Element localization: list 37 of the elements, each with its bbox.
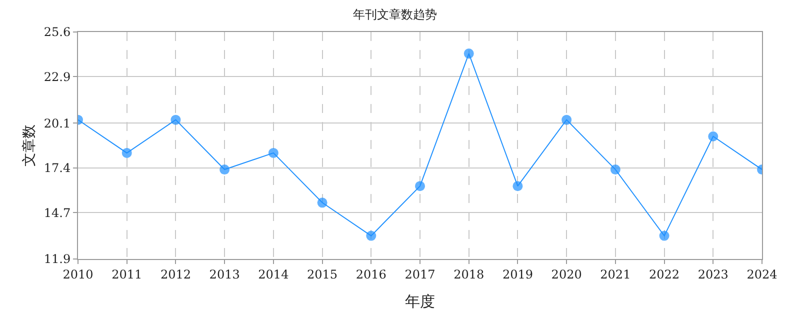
x-tick-label: 2020 xyxy=(551,267,582,282)
x-tick-label: 2011 xyxy=(112,267,142,282)
point xyxy=(366,230,376,241)
y-tick-label: 14.7 xyxy=(44,206,71,220)
point xyxy=(562,114,572,125)
x-tick-label: 2012 xyxy=(160,267,191,282)
y-tick-label: 11.9 xyxy=(44,252,71,266)
point xyxy=(512,181,523,192)
point xyxy=(317,198,328,208)
x-tick-label: 2019 xyxy=(502,267,533,282)
x-tick-label: 2017 xyxy=(404,267,436,282)
y-tick-label: 17.4 xyxy=(44,161,71,176)
point xyxy=(610,164,620,175)
point xyxy=(220,164,230,175)
point xyxy=(659,230,670,241)
point xyxy=(464,48,474,59)
y-axis-title: 文章数 xyxy=(21,124,38,166)
x-tick-label: 2023 xyxy=(698,267,728,282)
x-tick-label: 2015 xyxy=(307,267,338,282)
point xyxy=(415,181,425,192)
x-tick-label: 2013 xyxy=(209,267,240,282)
y-tick-label: 20.1 xyxy=(44,116,71,130)
point xyxy=(708,131,718,142)
x-tick-label: 2016 xyxy=(356,267,386,282)
chart-title: 年刊文章数趋势 xyxy=(353,7,437,22)
x-axis-title: 年度 xyxy=(405,292,435,310)
x-tick-label: 2022 xyxy=(649,267,680,282)
point xyxy=(122,148,132,158)
x-tick-label: 2024 xyxy=(746,267,778,282)
x-tick-label: 2021 xyxy=(600,267,631,282)
x-tick-label: 2014 xyxy=(258,267,290,282)
point xyxy=(268,148,278,158)
y-tick-label: 22.9 xyxy=(44,70,71,84)
x-tick-label: 2018 xyxy=(454,267,484,282)
point xyxy=(170,114,181,125)
y-tick-label: 25.6 xyxy=(44,25,71,40)
x-tick-label: 2010 xyxy=(62,267,94,282)
